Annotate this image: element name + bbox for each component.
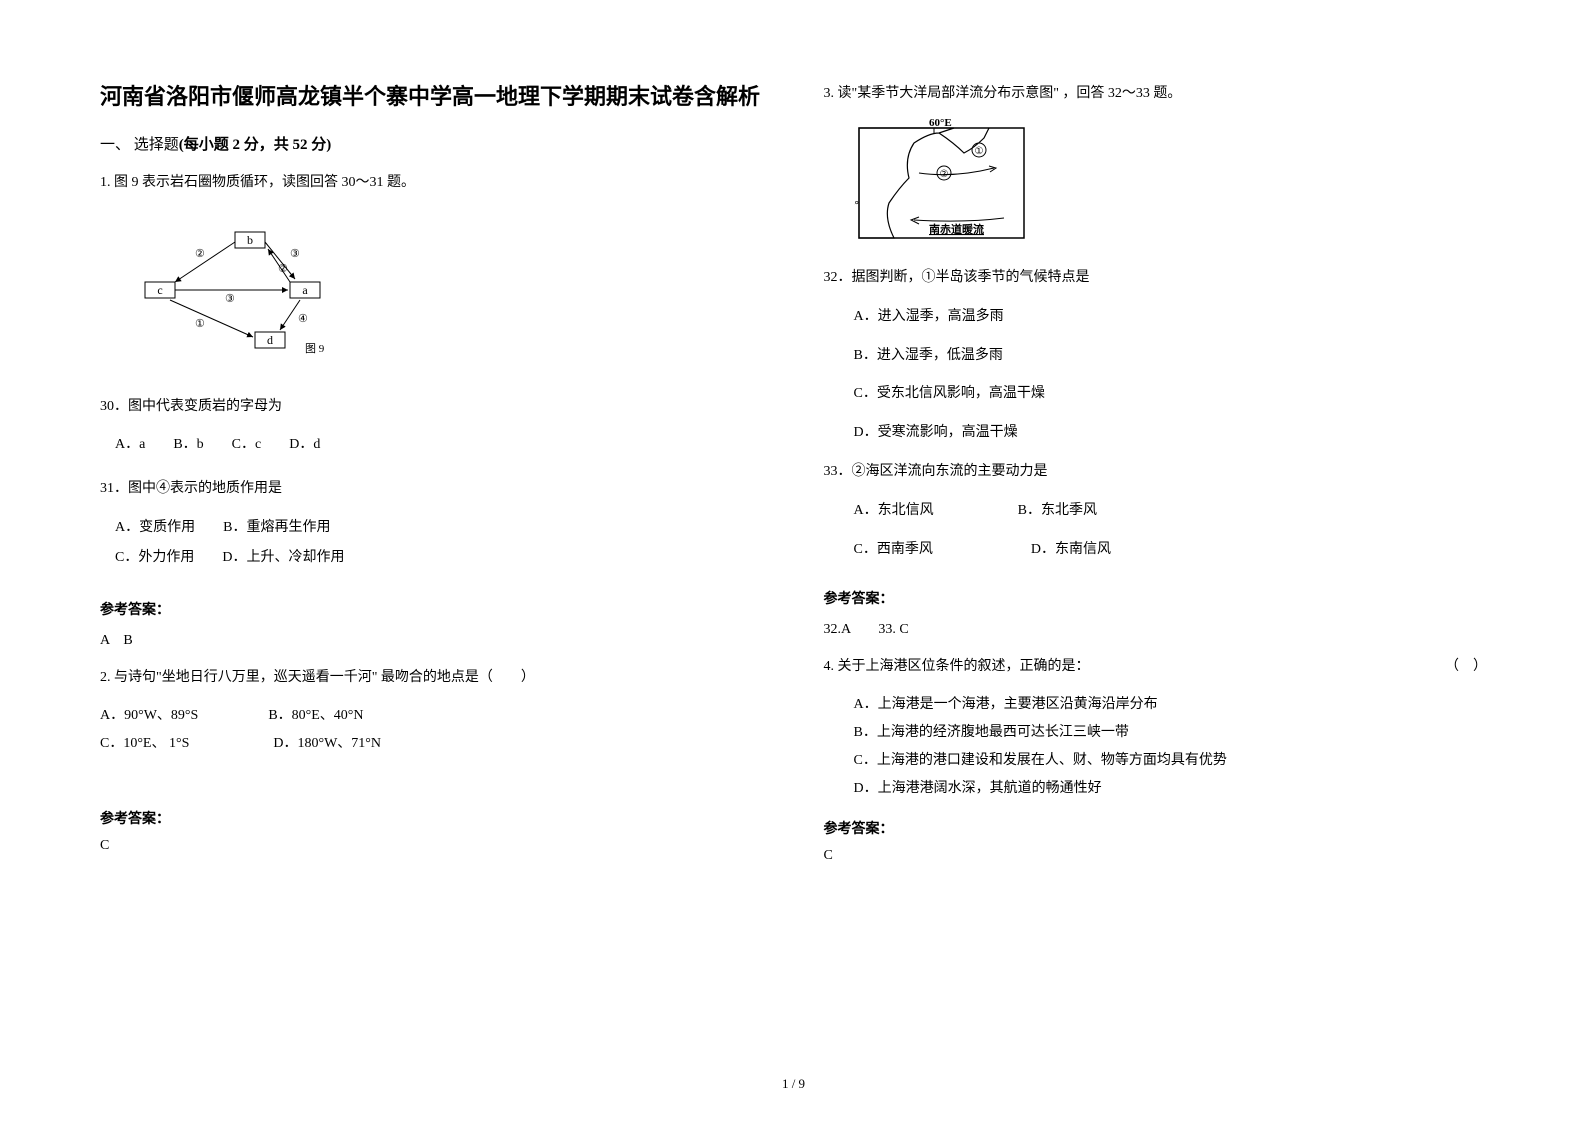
q4-answer-label: 参考答案： (824, 818, 1488, 838)
q2-optA: A．90°W、89°S (100, 708, 198, 723)
q4-stem-row: 4. 关于上海港区位条件的叙述，正确的是： （ ） (824, 653, 1488, 681)
section-suffix: (每小题 2 分，共 52 分) (179, 137, 332, 153)
ocean-current-diagram: 60°E 0° ① ② 南赤道暖流 (854, 118, 1034, 248)
svg-text:60°E: 60°E (929, 118, 952, 129)
q2-stem: 2. 与诗句"坐地日行八万里，巡天遥看一千河" 最吻合的地点是（ ） (100, 664, 764, 692)
figure-9-label: 图 9 (305, 342, 325, 355)
page-number: 1 / 9 (782, 1076, 805, 1092)
svg-text:南赤道暖流: 南赤道暖流 (929, 222, 984, 236)
q3-answer: 32.A 33. C (824, 618, 1488, 638)
q4-optD: D．上海港港阔水深，其航道的畅通性好 (854, 775, 1488, 803)
q3-32-optC: C．受东北信风影响，高温干燥 (854, 379, 1488, 410)
q3-stem: 3. 读"某季节大洋局部洋流分布示意图" ，回答 32～33 题。 (824, 80, 1488, 108)
q3-figure: 60°E 0° ① ② 南赤道暖流 (854, 118, 1034, 248)
svg-text:②: ② (195, 248, 205, 260)
q2-answer-label: 参考答案： (100, 808, 764, 828)
q3-33-optB: B．东北季风 (1018, 503, 1097, 518)
q2-answer: C (100, 838, 764, 854)
q1-answer-label: 参考答案： (100, 599, 764, 619)
section-prefix: 一、 选择题 (100, 137, 179, 153)
q4-optB: B．上海港的经济腹地最西可达长江三峡一带 (854, 719, 1488, 747)
q4-optA: A．上海港是一个海港，主要港区沿黄海沿岸分布 (854, 691, 1488, 719)
q1-figure: b c a d ② (140, 227, 764, 372)
q4-stem: 4. 关于上海港区位条件的叙述，正确的是： (824, 653, 1090, 681)
q2-optC: C．10°E、 1°S (100, 736, 189, 751)
q3-32-optD: D．受寒流影响，高温干燥 (854, 418, 1488, 449)
q3-sub32: 32．据图判断，①半岛该季节的气候特点是 (824, 263, 1488, 294)
svg-text:①: ① (195, 318, 205, 330)
left-column: 河南省洛阳市偃师高龙镇半个寨中学高一地理下学期期末试卷含解析 一、 选择题(每小… (100, 80, 764, 1030)
q1-answer: A B (100, 629, 764, 649)
page-container: 河南省洛阳市偃师高龙镇半个寨中学高一地理下学期期末试卷含解析 一、 选择题(每小… (100, 80, 1487, 1030)
q1-sub30-options: A．a B．b C．c D．d (115, 431, 764, 459)
q4-optC: C．上海港的港口建设和发展在人、财、物等方面均具有优势 (854, 747, 1488, 775)
svg-text:c: c (157, 283, 162, 297)
q3-sub33-options: A．东北信风 B．东北季风 C．西南季风 D．东南信风 (854, 496, 1488, 574)
q4-options: A．上海港是一个海港，主要港区沿黄海沿岸分布 B．上海港的经济腹地最西可达长江三… (854, 691, 1488, 803)
svg-text:a: a (302, 283, 308, 297)
q1-stem: 1. 图 9 表示岩石圈物质循环，读图回答 30～31 题。 (100, 169, 764, 197)
right-column: 3. 读"某季节大洋局部洋流分布示意图" ，回答 32～33 题。 60°E 0… (824, 80, 1488, 1030)
svg-text:③: ③ (290, 248, 300, 260)
q3-33-optA: A．东北信风 (854, 503, 934, 518)
q3-sub33: 33．②海区洋流向东流的主要动力是 (824, 457, 1488, 488)
q3-sub32-options: A．进入湿季，高温多雨 B．进入湿季，低温多雨 C．受东北信风影响，高温干燥 D… (854, 302, 1488, 457)
q3-33-optC: C．西南季风 (854, 542, 933, 557)
q4-answer: C (824, 848, 1488, 864)
q1-31-optA: A．变质作用 (115, 520, 195, 535)
q3-33-optD: D．东南信风 (1031, 542, 1111, 557)
svg-text:④: ④ (298, 313, 308, 325)
q3-32-optB: B．进入湿季，低温多雨 (854, 341, 1488, 372)
q4-paren: （ ） (1445, 653, 1487, 681)
svg-text:d: d (267, 333, 273, 347)
q1-sub30: 30．图中代表变质岩的字母为 (100, 392, 764, 423)
q2-options: A．90°W、89°S B．80°E、40°N C．10°E、 1°S D．18… (100, 702, 764, 758)
q1-31-optC: C．外力作用 (115, 550, 194, 565)
q1-31-optB: B．重熔再生作用 (223, 520, 330, 535)
q1-sub31-options: A．变质作用 B．重熔再生作用 C．外力作用 D．上升、冷却作用 (115, 513, 764, 575)
q3-answer-label: 参考答案： (824, 588, 1488, 608)
svg-text:b: b (247, 233, 253, 247)
q3-32-optA: A．进入湿季，高温多雨 (854, 302, 1488, 333)
exam-title: 河南省洛阳市偃师高龙镇半个寨中学高一地理下学期期末试卷含解析 (100, 80, 764, 113)
svg-text:0°: 0° (854, 199, 859, 211)
rock-cycle-diagram: b c a d ② (140, 227, 340, 367)
q2-optD: D．180°W、71°N (273, 736, 381, 751)
q1-31-optD: D．上升、冷却作用 (222, 550, 344, 565)
section-1-header: 一、 选择题(每小题 2 分，共 52 分) (100, 133, 764, 154)
svg-text:②: ② (278, 263, 288, 275)
q2-optB: B．80°E、40°N (268, 708, 363, 723)
svg-text:③: ③ (225, 293, 235, 305)
q1-sub31: 31．图中④表示的地质作用是 (100, 474, 764, 505)
svg-text:①: ① (974, 146, 983, 157)
